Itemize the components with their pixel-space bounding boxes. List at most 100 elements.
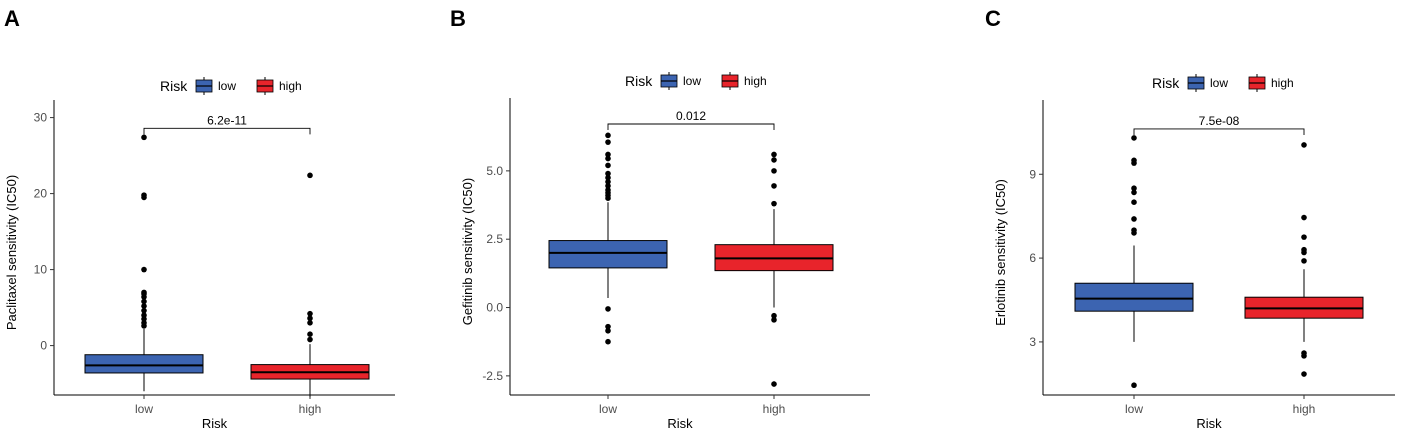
significance-bracket [1133,128,1305,135]
y-tick-label: 2.5 [486,232,503,246]
outlier-point [605,338,611,345]
outlier-point [605,174,611,181]
x-axis-title: Risk [1196,416,1222,430]
box-iqr [1074,282,1194,312]
outlier-point [307,172,313,179]
y-tick-label: -2.5 [482,369,503,383]
outlier-point [605,179,611,185]
outlier-point [1131,199,1137,206]
legend-item-high: high [256,77,302,95]
box-iqr [84,354,204,374]
x-tick-label: high [763,402,786,416]
legend-item-low: low [1187,74,1228,92]
box-high [1244,142,1364,377]
legend-label: high [744,74,767,88]
outlier-point [141,289,147,296]
outlier-point [605,327,611,334]
outlier-point [605,323,611,330]
outlier-point [605,139,611,145]
legend: Risk low high [625,72,767,90]
significance-bracket [143,127,311,135]
outlier-point [1301,371,1307,377]
outlier-point [605,132,611,139]
significance-bracket [607,123,775,130]
outlier-point [141,192,147,198]
outlier-point [1131,157,1137,164]
outlier-point [307,315,313,322]
outlier-point [307,320,313,326]
legend-label: low [683,74,701,88]
box-low [1074,135,1194,389]
outlier-point [771,157,777,163]
panel-letter: C [985,6,1001,31]
outlier-point [771,200,777,207]
y-axis-title: Gefitinib sensitivity (IC50) [460,178,475,325]
outlier-point [605,183,611,189]
box-low [84,134,204,392]
outlier-point [141,266,147,273]
x-tick-label: high [1293,402,1316,416]
panel-c: C Risk low high 3 6 9 low high Risk Erlotinib sens… [985,6,1395,430]
legend-label: high [1271,76,1294,90]
legend-item-low: low [660,72,701,90]
outlier-point [771,168,777,174]
y-tick-label: 6 [1029,251,1036,265]
legend-item-low: low [195,77,236,95]
y-tick-label: 30 [34,111,48,125]
legend-item-high: high [1248,74,1294,92]
x-tick-label: high [299,402,322,416]
p-value-label: 7.5e-08 [1199,114,1240,128]
outlier-point [1131,189,1137,196]
outlier-point [771,381,777,387]
legend-label: low [218,79,236,93]
p-value-label: 6.2e-11 [207,113,247,127]
outlier-point [307,331,313,338]
y-tick-label: 3 [1029,335,1036,349]
outlier-point [1131,185,1137,192]
outlier-point [1301,246,1307,253]
outlier-point [771,312,777,319]
outlier-point [1131,227,1137,233]
y-tick-label: 20 [34,187,48,201]
outlier-point [605,170,611,177]
box-high [250,172,370,398]
p-value-label: 0.012 [676,109,706,123]
x-tick-label: low [1125,402,1143,416]
legend: Risk low high [160,77,302,95]
legend-label: high [279,79,302,93]
box-low [548,132,668,345]
outlier-point [1131,135,1137,141]
outlier-point [771,317,777,323]
outlier-point [141,307,147,314]
legend-title: Risk [160,78,188,94]
x-tick-label: low [599,402,617,416]
outlier-point [1131,382,1137,389]
legend-title: Risk [1152,75,1180,91]
outlier-point [307,310,313,317]
outlier-point [1301,350,1307,356]
outlier-point [1301,142,1307,148]
outlier-point [1131,216,1137,222]
x-axis-title: Risk [202,416,228,430]
panel-b: B Risk low high -2.5 0.0 2.5 5.0 low high Risk Gefi… [450,6,870,430]
x-axis-title: Risk [667,416,693,430]
box-high [714,151,834,387]
panel-letter: A [4,6,20,31]
outlier-point [141,134,147,141]
panel-a: A Risk low high 0 10 20 30 low high Risk Paclitaxel… [4,6,395,430]
outlier-point [307,336,313,343]
y-tick-label: 0.0 [486,301,503,315]
legend-item-high: high [721,72,767,90]
outlier-point [141,298,147,305]
outlier-point [605,151,611,158]
x-tick-label: low [135,402,153,416]
outlier-point [605,155,611,162]
y-tick-label: 0 [40,339,47,353]
outlier-point [1301,214,1307,221]
y-tick-label: 5.0 [486,164,503,178]
y-tick-label: 9 [1029,167,1036,181]
outlier-point [1301,258,1307,264]
y-axis-title: Paclitaxel sensitivity (IC50) [4,175,19,330]
outlier-point [605,187,611,193]
